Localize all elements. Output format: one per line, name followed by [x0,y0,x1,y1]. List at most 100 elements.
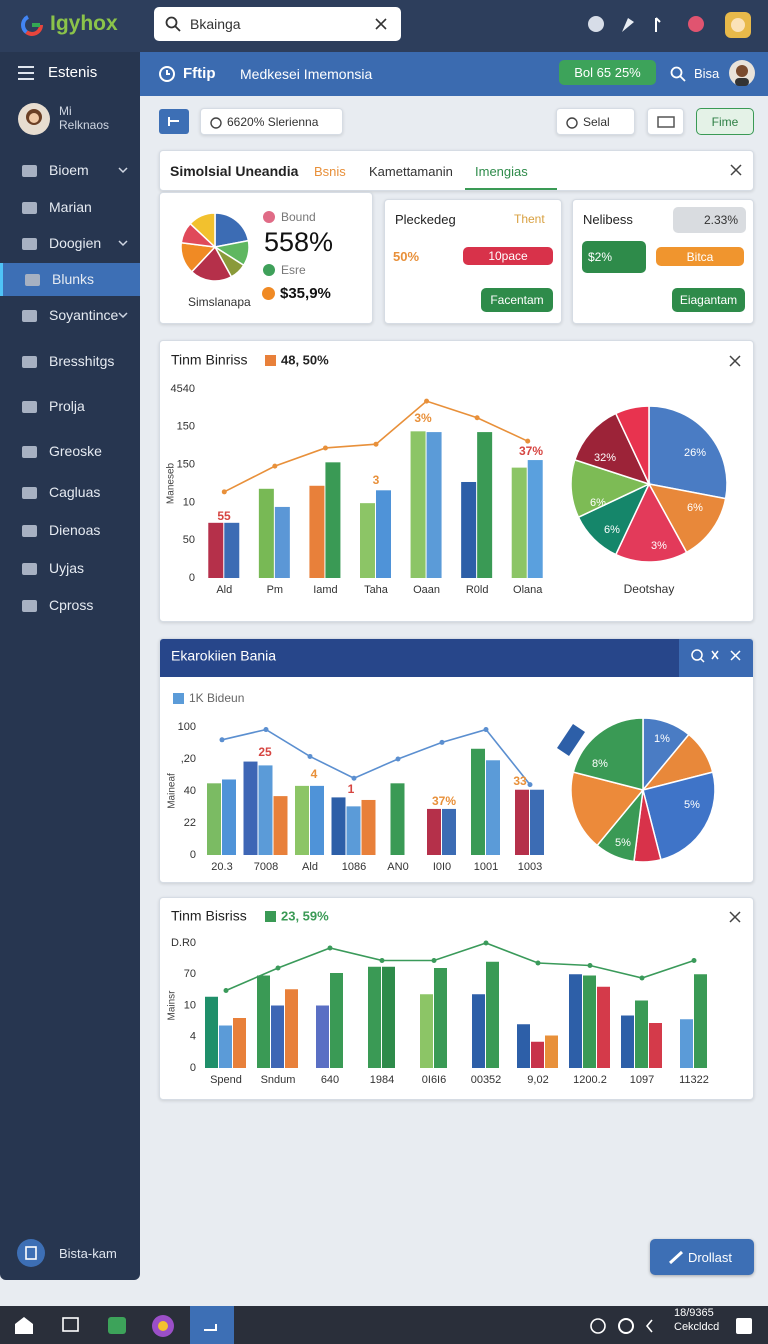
pie-slice [614,405,650,485]
pie-slice [614,482,688,563]
line-marker [535,960,541,966]
toolbar-primary[interactable]: Fime [696,108,754,135]
pie-slice [647,482,727,554]
y-tick-label: D.R0 [171,937,196,949]
line-marker [327,945,333,951]
user-name[interactable]: Bisa [694,66,720,81]
card-tool-icons[interactable] [691,649,741,663]
sidebar-footer[interactable]: Bista-kam [59,1246,117,1261]
card-header [160,639,679,677]
close-icon[interactable] [729,355,741,923]
search-icon[interactable] [670,66,686,82]
pie-slice [189,212,216,249]
nav-item[interactable]: Cagluas [0,476,140,509]
card-tools[interactable] [679,639,753,677]
slice-label: 1% [654,733,670,745]
slice-label: 5% [684,799,700,811]
x-tick-label: Pm [267,584,284,596]
clock-time: 18/9365 [674,1307,714,1319]
nav-item[interactable]: Cpross [0,589,140,622]
tab[interactable]: Bsnis [314,164,346,179]
search-box[interactable]: Bkainga [154,7,401,41]
x-tick-label: 1001 [474,861,498,873]
nav-label: Soyantince [49,307,119,323]
footer-icon[interactable] [16,1238,46,1268]
x-tick-label: I0I0 [433,861,451,873]
bar [583,975,596,1068]
status-badge[interactable]: Bol 65 25% [559,60,656,85]
tab[interactable]: Simolsial Uneandia [170,163,299,179]
line-marker [525,438,531,444]
select-box[interactable]: Selal [556,108,635,135]
bar [527,460,543,578]
action-button[interactable]: Drollast [650,1239,754,1275]
pie-slice [573,412,651,486]
nav-item[interactable]: Soyantince [0,299,140,332]
clear-icon[interactable] [375,18,387,30]
bar [273,796,288,855]
nav-item[interactable]: Greoske [0,435,140,468]
chevron-shape [118,167,128,174]
toolbar-button[interactable] [159,109,189,134]
card-button[interactable]: Facentam [481,288,553,312]
bar [346,806,361,855]
nav-icon-shape [22,356,37,368]
bar [635,1000,648,1068]
tab[interactable]: Imengias [475,164,528,179]
nav-item[interactable]: Doogien [0,227,140,260]
slice-label: 6% [604,524,620,536]
bar [390,783,405,855]
y-tick-label: 70 [184,968,196,980]
nav-item[interactable]: Dienoas [0,514,140,547]
bar [477,432,493,578]
card-button[interactable]: Eiagantam [672,288,745,312]
nav-item[interactable]: Uyjas [0,552,140,585]
y-tick-label: 10 [183,496,195,508]
select-text: Selal [583,115,610,129]
taskbar: 18/9365 Cekcldcd [0,1306,768,1344]
bar [545,1035,558,1068]
filter-select[interactable]: 6620% Slerienna [200,108,343,135]
nav-item[interactable]: Blunks [0,263,140,296]
y-axis-label: Mainsr [167,990,178,1021]
data-label: 4 [311,767,318,781]
active-task[interactable] [190,1306,234,1344]
card-title: Pleckedeg [395,212,456,227]
bar [376,490,391,578]
bar [621,1015,634,1068]
nav-item[interactable]: Bioem [0,154,140,187]
taskbar-icons[interactable] [0,1306,768,1344]
bar [219,1025,232,1068]
menu-icon[interactable] [18,66,34,80]
nav-item[interactable]: Marian [0,191,140,224]
x-tick-label: 1097 [630,1074,654,1086]
logo-icon [21,14,43,36]
top-icons[interactable] [580,10,768,42]
bar [207,783,221,855]
legend-label: 23, 59% [281,908,329,923]
x-tick-label: 1086 [342,861,366,873]
data-label: 37% [432,794,456,808]
nav-icon-shape [22,202,37,214]
pie-slice [642,771,716,861]
nav-item[interactable]: Prolja [0,390,140,423]
x-tick-label: 1984 [370,1074,394,1086]
user-avatar[interactable] [728,58,756,88]
x-tick-label: Sndum [261,1074,296,1086]
nav-icon-shape [22,563,37,575]
bar [531,1041,544,1068]
callout-tag [557,724,585,756]
pie-slice [648,405,728,500]
nav-icon [22,563,37,575]
nav-icon [22,238,37,250]
y-tick-label: 150 [177,421,195,433]
view-toggle[interactable] [647,108,684,135]
tab[interactable]: Kamettamanin [369,164,453,179]
slice-label: 5% [615,837,631,849]
nav-label: Marian [49,199,92,215]
search-icon [165,16,181,32]
nav-item[interactable]: Bresshitgs [0,345,140,378]
close-icon[interactable] [730,164,742,176]
bar [426,432,442,578]
